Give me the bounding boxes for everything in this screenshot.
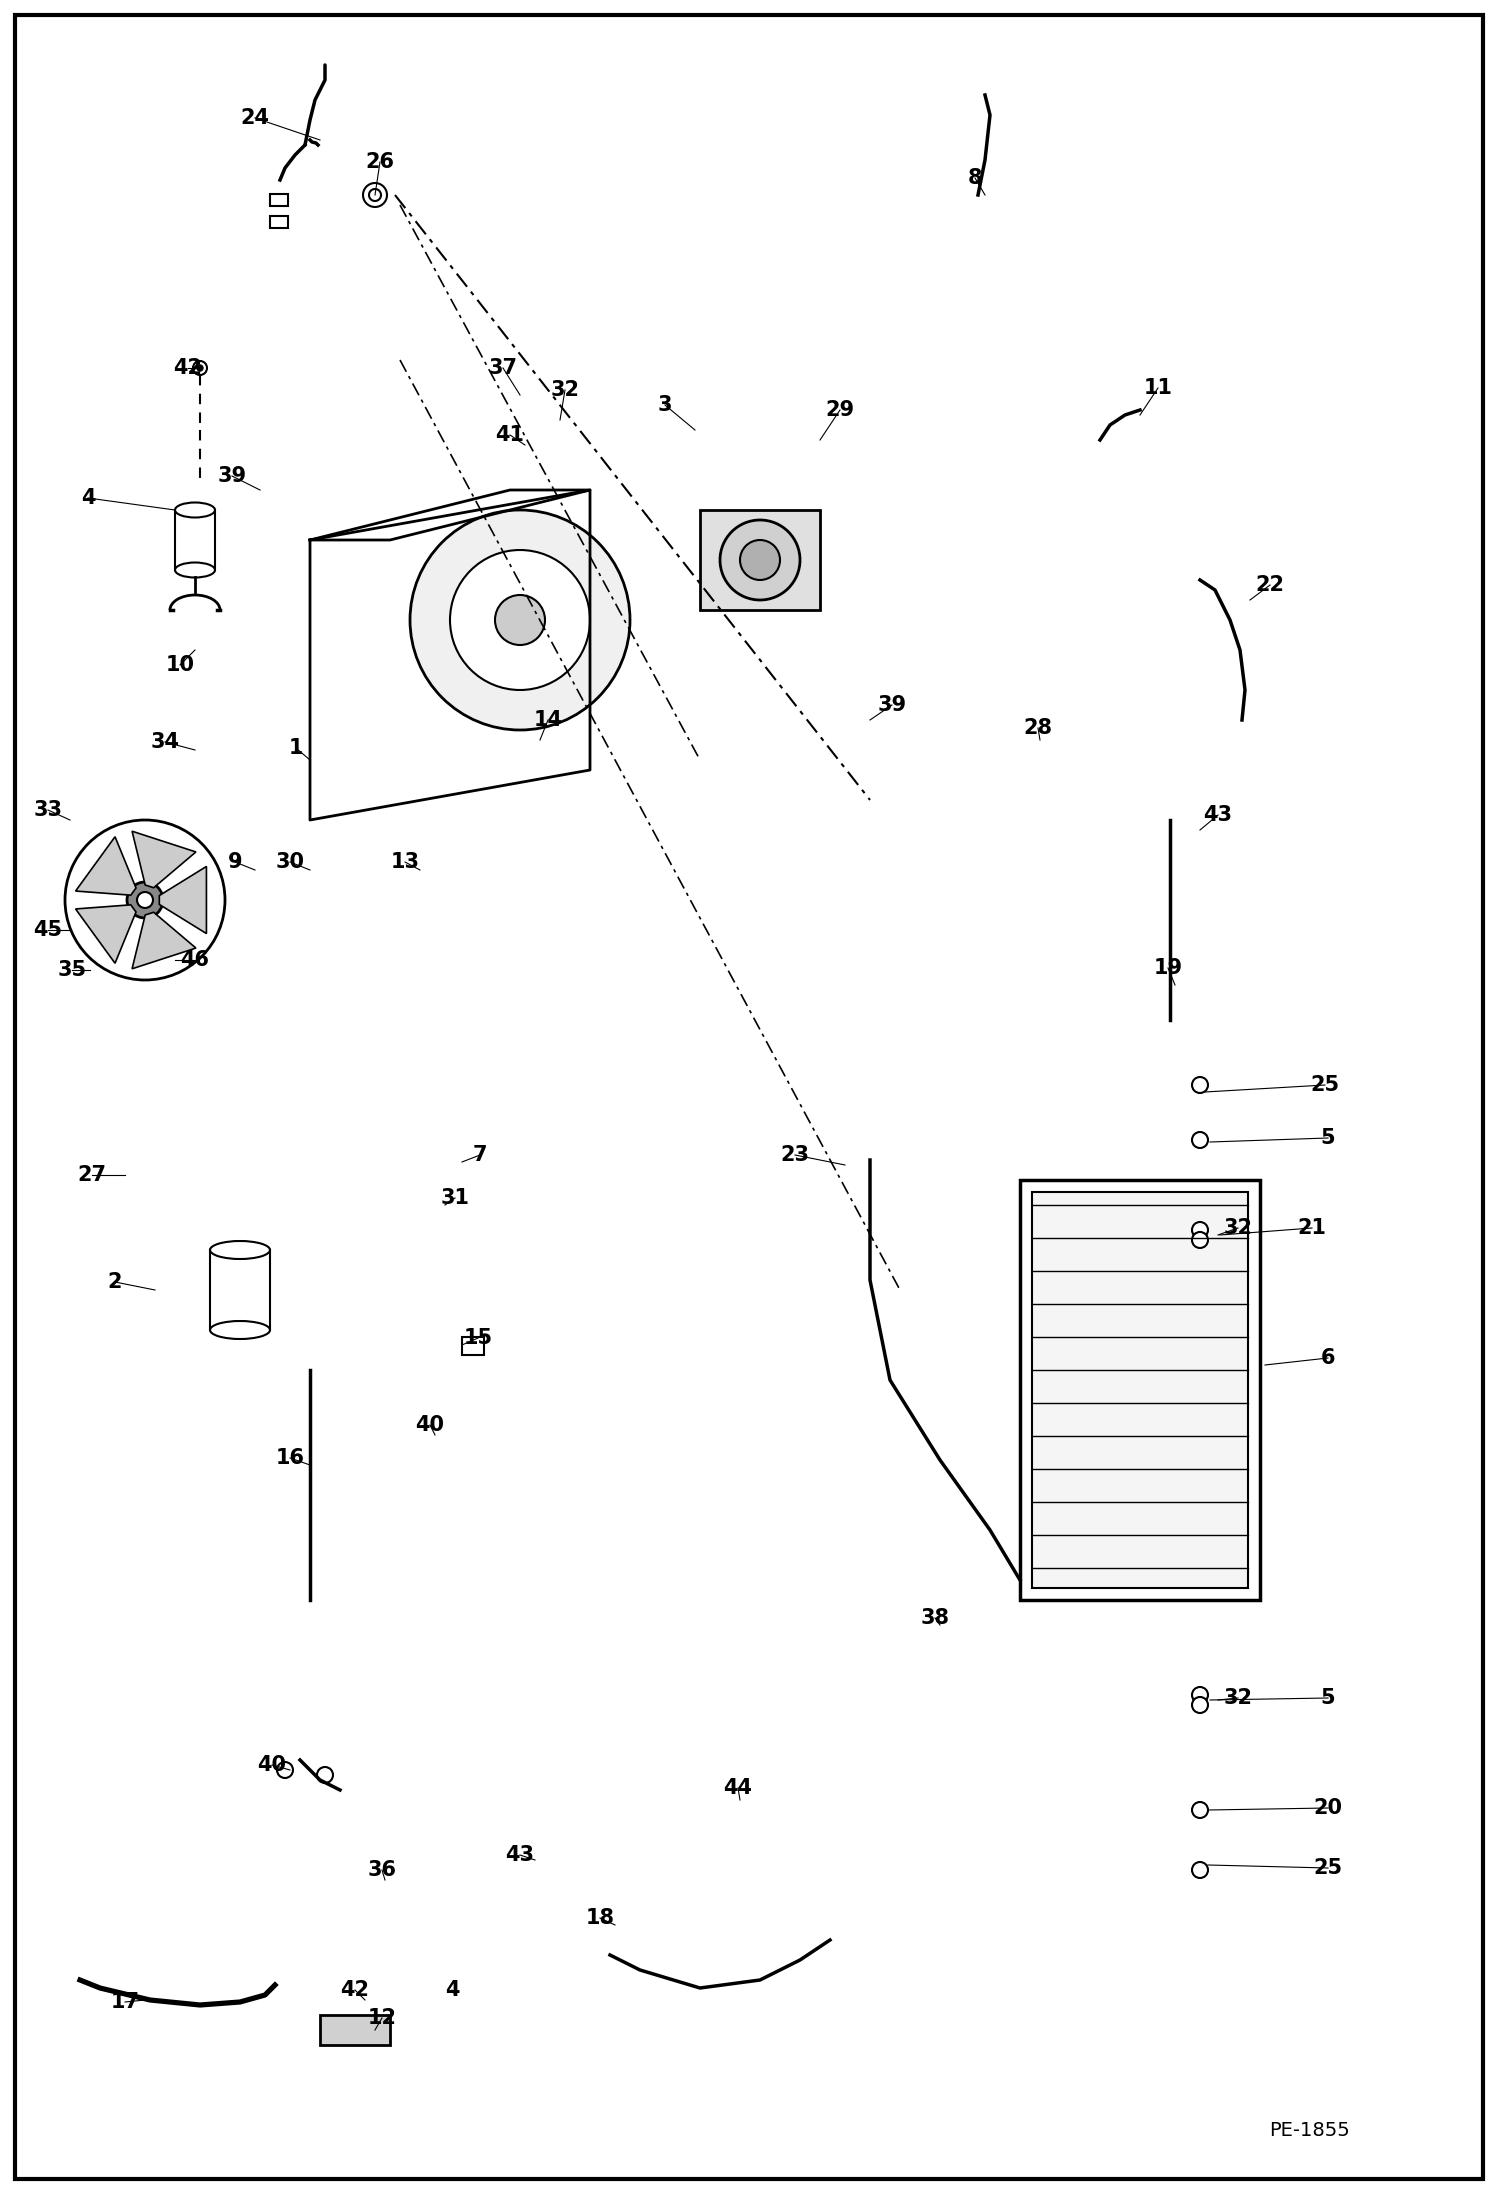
- Text: 42: 42: [174, 358, 202, 377]
- Text: 44: 44: [724, 1777, 752, 1799]
- Ellipse shape: [210, 1242, 270, 1259]
- Text: 3: 3: [658, 395, 673, 415]
- Circle shape: [1192, 1233, 1207, 1248]
- Circle shape: [127, 882, 163, 917]
- Text: 10: 10: [165, 656, 195, 676]
- Text: 41: 41: [496, 426, 524, 445]
- Text: 39: 39: [878, 695, 906, 715]
- Text: 23: 23: [780, 1145, 809, 1165]
- Text: 34: 34: [150, 733, 180, 753]
- Circle shape: [277, 1762, 294, 1777]
- Circle shape: [136, 893, 153, 908]
- Circle shape: [1192, 1863, 1207, 1878]
- Text: 29: 29: [825, 399, 854, 419]
- Text: 1: 1: [289, 737, 303, 757]
- Text: 25: 25: [1314, 1858, 1342, 1878]
- Text: 33: 33: [33, 801, 63, 821]
- Text: 19: 19: [1153, 959, 1182, 979]
- Polygon shape: [159, 867, 207, 935]
- Text: 38: 38: [920, 1608, 950, 1628]
- Circle shape: [198, 364, 204, 371]
- Bar: [1020, 1180, 1260, 1599]
- Circle shape: [193, 362, 207, 375]
- Text: 45: 45: [33, 919, 63, 939]
- Text: 15: 15: [463, 1327, 493, 1347]
- Bar: [700, 509, 819, 610]
- Circle shape: [1192, 1687, 1207, 1703]
- Text: 20: 20: [1314, 1799, 1342, 1819]
- Text: 4: 4: [445, 1979, 460, 2001]
- Circle shape: [1192, 1077, 1207, 1093]
- Text: 14: 14: [533, 711, 563, 731]
- Circle shape: [740, 540, 780, 579]
- Text: 37: 37: [488, 358, 517, 377]
- Text: 18: 18: [586, 1909, 614, 1929]
- Circle shape: [318, 1766, 333, 1784]
- Circle shape: [449, 551, 590, 689]
- Text: 40: 40: [415, 1415, 445, 1435]
- Polygon shape: [132, 913, 196, 970]
- Text: 9: 9: [228, 851, 243, 871]
- Text: 21: 21: [1297, 1218, 1327, 1237]
- Text: 13: 13: [391, 851, 419, 871]
- Bar: [270, 193, 288, 206]
- Text: 32: 32: [550, 380, 580, 399]
- Text: 36: 36: [367, 1861, 397, 1880]
- Text: 2: 2: [108, 1273, 123, 1292]
- Text: 46: 46: [180, 950, 210, 970]
- Text: 32: 32: [1224, 1218, 1252, 1237]
- Polygon shape: [75, 904, 136, 963]
- Text: 4: 4: [81, 487, 96, 509]
- Text: 39: 39: [217, 465, 247, 487]
- Polygon shape: [132, 832, 196, 889]
- Text: 26: 26: [366, 151, 394, 171]
- Text: PE-1855: PE-1855: [1269, 2119, 1350, 2139]
- Circle shape: [1192, 1696, 1207, 1714]
- Text: 43: 43: [1203, 805, 1233, 825]
- Polygon shape: [75, 836, 136, 895]
- Text: 25: 25: [1311, 1075, 1339, 1095]
- Ellipse shape: [175, 502, 216, 518]
- Text: 22: 22: [1255, 575, 1284, 595]
- Bar: [1032, 1191, 1248, 1588]
- Circle shape: [1192, 1222, 1207, 1237]
- Bar: [270, 215, 288, 228]
- Bar: [461, 1336, 484, 1356]
- Bar: [321, 2014, 389, 2045]
- Text: 16: 16: [276, 1448, 304, 1468]
- Ellipse shape: [210, 1321, 270, 1338]
- Circle shape: [1192, 1801, 1207, 1819]
- Text: 42: 42: [340, 1979, 370, 2001]
- Text: 17: 17: [111, 1992, 139, 2012]
- Text: 30: 30: [276, 851, 304, 871]
- Text: 8: 8: [968, 169, 983, 189]
- Text: 31: 31: [440, 1187, 469, 1209]
- Text: 35: 35: [57, 961, 87, 981]
- Text: 43: 43: [505, 1845, 535, 1865]
- Text: 27: 27: [78, 1165, 106, 1185]
- Text: 32: 32: [1224, 1687, 1252, 1707]
- Text: 5: 5: [1321, 1687, 1335, 1707]
- Bar: [395, 509, 580, 759]
- Text: 24: 24: [241, 108, 270, 127]
- Text: 5: 5: [1321, 1128, 1335, 1147]
- Text: 11: 11: [1143, 377, 1173, 397]
- Circle shape: [721, 520, 800, 599]
- Circle shape: [410, 509, 631, 731]
- Circle shape: [1192, 1132, 1207, 1147]
- Ellipse shape: [175, 562, 216, 577]
- Text: 28: 28: [1023, 717, 1053, 737]
- Text: 40: 40: [258, 1755, 286, 1775]
- Text: 6: 6: [1321, 1347, 1335, 1369]
- Circle shape: [494, 595, 545, 645]
- Text: 12: 12: [367, 2008, 397, 2027]
- Text: 7: 7: [473, 1145, 487, 1165]
